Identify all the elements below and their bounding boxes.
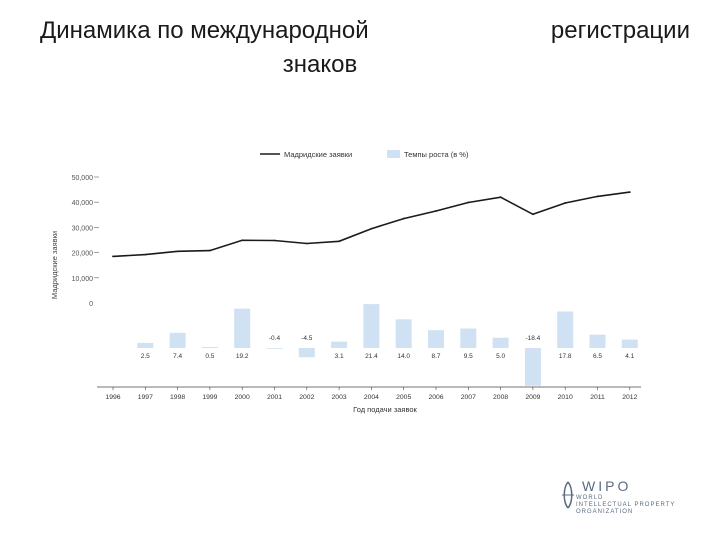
- line-point: [112, 255, 114, 258]
- growth-bar: [460, 328, 477, 348]
- x-tick-label: 2008: [493, 394, 508, 401]
- bar-data-label: 3.1: [335, 353, 344, 360]
- line-point: [628, 191, 631, 194]
- bar-data-label: -18.4: [525, 335, 540, 342]
- growth-bar: [557, 311, 574, 348]
- title-part-3: знаков: [282, 51, 358, 78]
- growth-bar: [428, 330, 444, 348]
- bar-data-label: 9.5: [464, 353, 473, 360]
- x-tick-label: 2011: [590, 394, 605, 401]
- line-point: [176, 250, 179, 253]
- wipo-line-1: WORLD: [576, 495, 604, 501]
- wipo-line-3: ORGANIZATION: [576, 509, 634, 515]
- line-point: [370, 227, 373, 230]
- x-tick-label: 2004: [364, 394, 379, 401]
- line-point: [596, 195, 599, 198]
- y-tick-label: 10,000: [72, 276, 94, 283]
- growth-bar: [298, 348, 315, 358]
- y-tick-label: 50,000: [72, 175, 94, 182]
- wipo-wordmark: WIPO: [582, 478, 632, 494]
- x-tick-label: 2005: [396, 394, 411, 401]
- bar-data-label: -4.5: [301, 335, 313, 342]
- growth-bar: [201, 346, 218, 348]
- growth-bar: [363, 304, 380, 348]
- x-tick-label: 2003: [332, 394, 347, 401]
- growth-bar: [621, 339, 638, 348]
- y-tick-label: 30,000: [72, 225, 94, 232]
- growth-bar: [137, 342, 154, 348]
- title-part-2: регистрации: [550, 17, 690, 44]
- line-point: [273, 239, 276, 242]
- legend-bar-swatch: [387, 150, 400, 158]
- x-axis-label: Год подачи заявок: [353, 405, 417, 414]
- x-tick-label: 2007: [461, 394, 476, 401]
- bar-data-label: 19.2: [236, 353, 249, 360]
- y-tick-label: 40,000: [72, 200, 94, 207]
- line-point: [499, 196, 502, 199]
- legend-bar-label: Темпы роста (в %): [404, 150, 469, 159]
- x-tick-label: 1999: [202, 394, 217, 401]
- bar-data-label: 17.8: [559, 353, 572, 360]
- x-tick-label: 2000: [235, 394, 250, 401]
- line-point: [402, 217, 405, 220]
- line-series-applications: [112, 191, 630, 258]
- growth-bar: [266, 348, 283, 349]
- growth-bar: [395, 319, 412, 348]
- line-point: [435, 210, 437, 212]
- x-tick-label: 2006: [428, 394, 443, 401]
- bar-data-label: 8.7: [431, 353, 440, 360]
- growth-bar: [589, 334, 606, 348]
- line-point: [467, 201, 470, 204]
- y-axis-label: Мадридские заявки: [50, 231, 59, 299]
- bar-data-label: 0.5: [205, 353, 214, 360]
- bar-data-label: 2.5: [141, 353, 150, 360]
- growth-bar: [331, 341, 348, 348]
- x-tick-label: 2009: [525, 394, 540, 401]
- title-line-2: знаков: [40, 48, 700, 82]
- line-point: [338, 240, 340, 243]
- bar-data-label: 14.0: [397, 353, 410, 360]
- legend-line-label: Мадридские заявки: [284, 150, 352, 159]
- wipo-logo: WIPO WORLD INTELLECTUAL PROPERTY ORGANIZ…: [560, 478, 700, 518]
- bar-data-label: -0.4: [269, 335, 281, 342]
- bar-data-label: 4.1: [625, 353, 634, 360]
- line-point: [532, 213, 534, 216]
- y-tick-label: 20,000: [72, 251, 94, 258]
- line-point: [564, 202, 567, 204]
- x-tick-label: 2010: [558, 394, 573, 401]
- growth-bar: [169, 332, 186, 348]
- title-line-1: Динамика по международной регистрации: [40, 14, 700, 48]
- line-point: [305, 242, 308, 245]
- x-tick-label: 2002: [299, 394, 314, 401]
- line-point: [209, 249, 211, 252]
- x-tick-label: 1997: [138, 394, 153, 401]
- y-tick-label: 0: [89, 301, 93, 308]
- bar-data-label: 6.5: [593, 353, 602, 360]
- growth-bar: [234, 308, 251, 348]
- wipo-emblem-icon: [562, 481, 574, 509]
- wipo-line-2: INTELLECTUAL PROPERTY: [576, 502, 676, 508]
- x-tick-label: 2001: [267, 394, 282, 401]
- slide-title: Динамика по международной регистрации зн…: [40, 14, 700, 82]
- x-tick-label: 1996: [105, 394, 120, 401]
- bar-data-label: 7.4: [173, 353, 182, 360]
- x-tick-label: 2012: [622, 394, 637, 401]
- growth-bar: [524, 348, 541, 386]
- line-point: [144, 253, 147, 256]
- growth-bar: [492, 337, 509, 348]
- bar-data-label: 21.4: [365, 353, 378, 360]
- line-point: [241, 239, 244, 242]
- bar-data-label: 5.0: [496, 353, 505, 360]
- title-part-1: Динамика по международной: [40, 17, 369, 44]
- x-tick-label: 1998: [170, 394, 185, 401]
